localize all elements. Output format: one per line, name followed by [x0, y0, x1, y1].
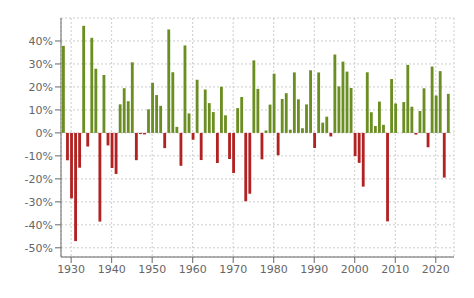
svg-text:1940: 1940: [98, 263, 126, 276]
svg-text:-20%: -20%: [25, 173, 53, 186]
svg-text:-40%: -40%: [25, 219, 53, 232]
svg-text:1930: 1930: [57, 263, 85, 276]
svg-text:1990: 1990: [300, 263, 328, 276]
svg-text:10%: 10%: [29, 104, 53, 117]
svg-text:1960: 1960: [179, 263, 207, 276]
svg-text:1950: 1950: [138, 263, 166, 276]
svg-text:-10%: -10%: [25, 150, 53, 163]
svg-text:0%: 0%: [36, 127, 53, 140]
svg-text:-30%: -30%: [25, 196, 53, 209]
svg-text:40%: 40%: [29, 35, 53, 48]
svg-text:30%: 30%: [29, 58, 53, 71]
svg-text:2000: 2000: [341, 263, 369, 276]
svg-text:-50%: -50%: [25, 242, 53, 255]
svg-text:2020: 2020: [422, 263, 450, 276]
svg-text:2010: 2010: [381, 263, 409, 276]
svg-text:1980: 1980: [260, 263, 288, 276]
svg-text:20%: 20%: [29, 81, 53, 94]
svg-text:1970: 1970: [219, 263, 247, 276]
